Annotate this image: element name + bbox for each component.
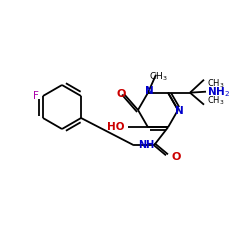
Text: F: F <box>33 91 39 101</box>
Text: NH$_2$: NH$_2$ <box>207 85 230 98</box>
Text: HO: HO <box>108 122 125 132</box>
Text: O: O <box>116 89 126 99</box>
Text: O: O <box>171 152 180 162</box>
Text: CH$_3$: CH$_3$ <box>207 94 224 107</box>
Text: N: N <box>174 106 184 116</box>
Text: N: N <box>144 86 154 96</box>
Text: CH$_3$: CH$_3$ <box>149 71 167 83</box>
Text: NH: NH <box>138 140 154 150</box>
Text: CH$_3$: CH$_3$ <box>207 78 224 90</box>
